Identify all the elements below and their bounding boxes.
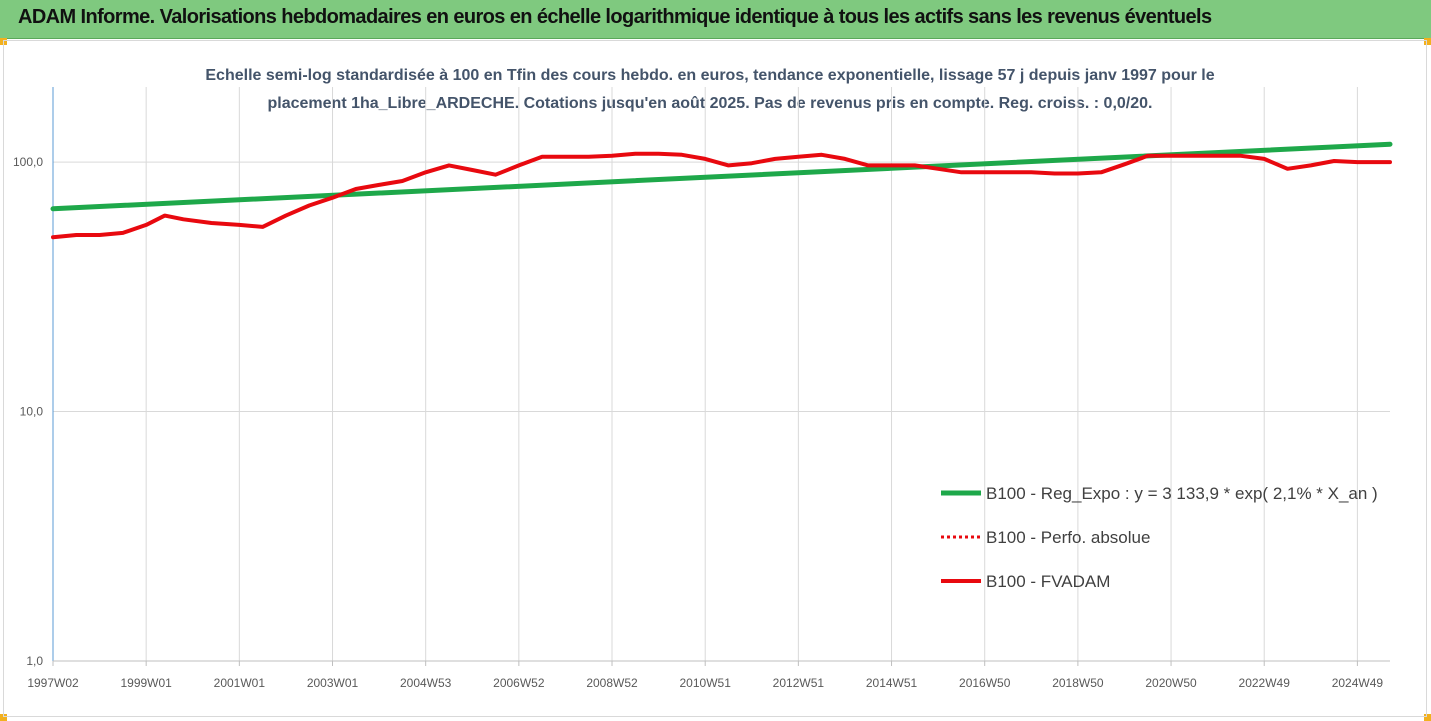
- grid: [52, 87, 1390, 661]
- x-tick-label: 2012W51: [773, 676, 825, 690]
- chart-title: Echelle semi-log standardisée à 100 en T…: [205, 67, 1214, 112]
- x-tick-label: 2010W51: [680, 676, 732, 690]
- chart-title-line: Echelle semi-log standardisée à 100 en T…: [205, 67, 1214, 84]
- x-tick-label: 1999W01: [120, 676, 172, 690]
- x-tick-label: 2003W01: [307, 676, 359, 690]
- chart-title-line: placement 1ha_Libre_ARDECHE. Cotations j…: [268, 95, 1153, 112]
- x-tick-label: 2004W53: [400, 676, 452, 690]
- y-tick-label: 1,0: [26, 654, 43, 668]
- legend: B100 - Reg_Expo : y = 3 133,9 * exp( 2,1…: [941, 484, 1378, 591]
- x-tick-label: 2016W50: [959, 676, 1011, 690]
- legend-entry: B100 - Perfo. absolue: [986, 528, 1150, 547]
- series: [50, 141, 1393, 240]
- report-banner: ADAM Informe. Valorisations hebdomadaire…: [0, 0, 1431, 39]
- series-line-fvadam: [51, 151, 1392, 240]
- x-tick-label: 2006W52: [493, 676, 545, 690]
- legend-entry: B100 - Reg_Expo : y = 3 133,9 * exp( 2,1…: [986, 484, 1378, 503]
- chart-area: Echelle semi-log standardisée à 100 en T…: [3, 40, 1427, 717]
- corner-marker: [1424, 38, 1431, 45]
- corner-marker: [1424, 714, 1431, 721]
- line-chart: Echelle semi-log standardisée à 100 en T…: [13, 67, 1393, 690]
- x-tick-label: 2001W01: [214, 676, 266, 690]
- axes: 100,0 10,0 1,0 1997W02 1999W01 2001W01 2003W01…: [13, 87, 1390, 690]
- report-title: ADAM Informe. Valorisations hebdomadaire…: [18, 6, 1212, 28]
- x-tick-label: 2014W51: [866, 676, 918, 690]
- legend-entry: B100 - FVADAM: [986, 572, 1110, 591]
- x-tick-label: 2020W50: [1145, 676, 1197, 690]
- x-tick-label: 2018W50: [1052, 676, 1104, 690]
- corner-marker: [0, 714, 7, 721]
- y-tick-label: 10,0: [20, 405, 44, 419]
- y-tick-label: 100,0: [13, 155, 43, 169]
- x-tick-label: 1997W02: [27, 676, 79, 690]
- x-tick-label: 2008W52: [586, 676, 638, 690]
- x-tick-label: 2024W49: [1332, 676, 1384, 690]
- x-tick-label: 2022W49: [1239, 676, 1291, 690]
